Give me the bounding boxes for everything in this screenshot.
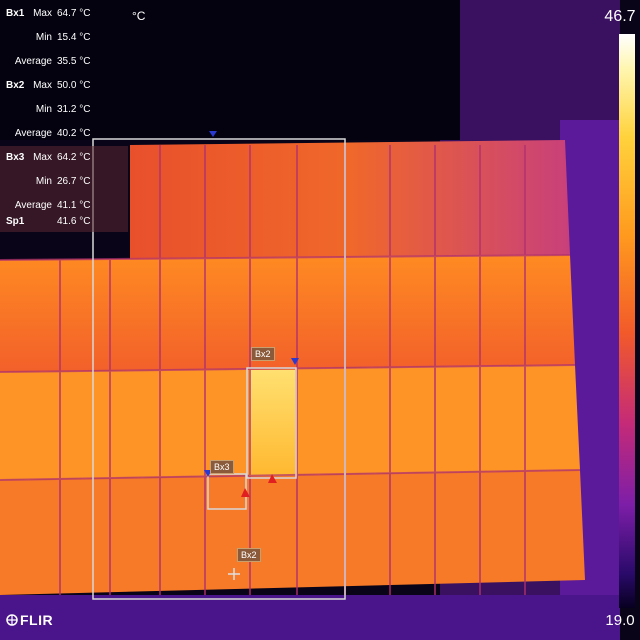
- hot-marker: [268, 474, 277, 483]
- box-tag-bx3: Bx3: [210, 460, 234, 474]
- flir-logo-icon: [6, 614, 18, 626]
- measurement-row: Bx2 50.0 °C Max: [6, 80, 91, 91]
- measurement-box-bx1[interactable]: [92, 138, 346, 600]
- measurement-row: Bx1 64.7 °C Max: [6, 8, 91, 19]
- measurement-row: 26.7 °C Min: [35, 176, 91, 187]
- scale-max-label: 46.7: [604, 8, 636, 25]
- hot-marker: [241, 488, 250, 497]
- measurement-row: Sp1 41.6 °C: [6, 216, 91, 227]
- box-tag-bx2: Bx2: [251, 347, 275, 361]
- measurement-row: 31.2 °C Min: [35, 104, 91, 115]
- cold-marker: [209, 131, 217, 137]
- spot-crosshair[interactable]: [228, 568, 240, 580]
- cold-marker: [291, 358, 299, 365]
- measurement-row: 41.1 °C Average: [14, 200, 91, 211]
- measurement-row: Bx3 64.2 °C Max: [6, 152, 91, 163]
- temperature-unit: °C: [132, 9, 146, 23]
- measurement-row: 15.4 °C Min: [35, 32, 91, 43]
- measurement-row: 35.5 °C Average: [14, 56, 91, 67]
- scale-min-label: 19.0: [605, 612, 635, 629]
- color-scale-bar: [619, 34, 635, 608]
- spot-tag: Bx2: [237, 548, 261, 562]
- panel-highlight: [0, 146, 128, 232]
- measurement-row: 40.2 °C Average: [14, 128, 91, 139]
- flir-logo: FLIR: [6, 612, 53, 628]
